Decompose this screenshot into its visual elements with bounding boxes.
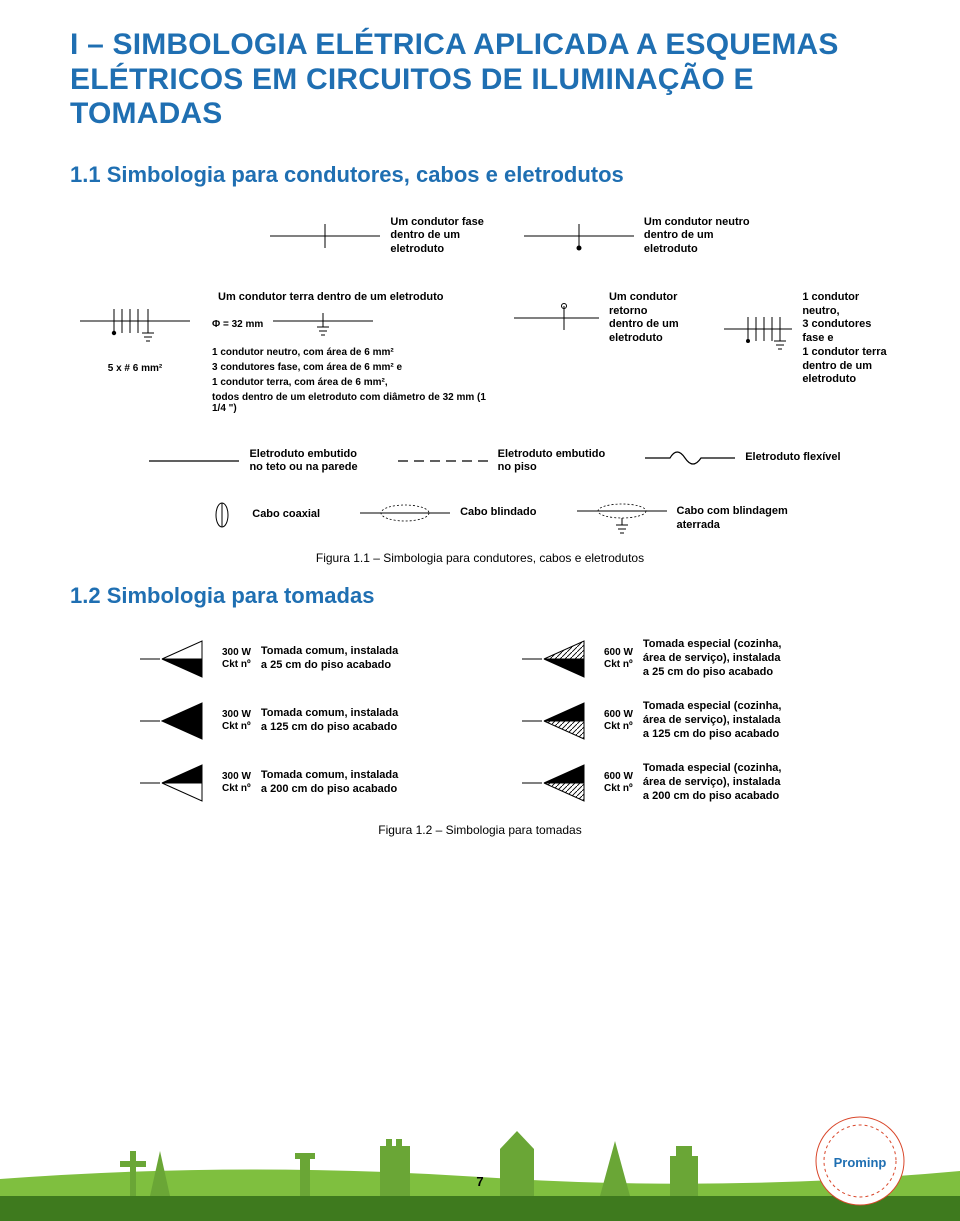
tomada-right-desc: Tomada especial (cozinha, área de serviç… [643, 638, 782, 679]
tomada-symbol-special-icon [522, 761, 594, 805]
symbol-cabo-coaxial-icon [202, 501, 242, 529]
tomada-symbol-icon [140, 699, 212, 743]
tomada-right-desc: Tomada especial (cozinha, área de serviç… [643, 762, 782, 803]
symbol-condutor-retorno-icon [514, 302, 599, 334]
b-line4: todos dentro de um eletroduto com diâmet… [212, 392, 492, 414]
page: I – SIMBOLOGIA ELÉTRICA APLICADA A ESQUE… [0, 0, 960, 1221]
footer-skyline-icon: Prominp [0, 1101, 960, 1221]
symbol-condutor-fase-icon [270, 220, 380, 252]
desc-cabo-coaxial: Cabo coaxial [252, 508, 320, 522]
symbol-eletroduto-flex-icon [645, 448, 735, 468]
item-condutor-neutro: Um condutor neutro dentro de um eletrodu… [524, 216, 750, 257]
b-line2: 3 condutores fase, com área de 6 mm² e [212, 362, 492, 373]
label-phi: Φ = 32 mm [212, 319, 263, 330]
tomada-row: 300 WCkt nº Tomada comum, instalada a 20… [70, 761, 890, 805]
page-title: I – SIMBOLOGIA ELÉTRICA APLICADA A ESQUE… [70, 28, 890, 132]
tomada-left-desc: Tomada comum, instalada a 25 cm do piso … [261, 645, 398, 673]
section-1-1-heading: 1.1 Simbologia para condutores, cabos e … [70, 162, 890, 188]
desc-condutor-fase: Um condutor fase dentro de um eletroduto [390, 216, 484, 257]
symbol-cabo-blindado-icon [360, 501, 450, 525]
item-cabo-coaxial: Cabo coaxial [202, 501, 320, 529]
desc-condutor-retorno: Um condutor retorno dentro de um eletrod… [609, 291, 702, 346]
col-phi-text: Um condutor terra dentro de um eletrodut… [212, 291, 492, 414]
symbol-eletroduto-teto-icon [149, 453, 239, 469]
b-line1: 1 condutor neutro, com área de 6 mm² [212, 347, 492, 358]
symbol-multi-condutor-icon [80, 291, 190, 361]
tomada-left-desc: Tomada comum, instalada a 125 cm do piso… [261, 707, 398, 735]
tomada-symbol-icon [140, 637, 212, 681]
symbol-condutor-combined-icon [724, 309, 792, 369]
item-cabo-blindagem-aterrada: Cabo com blindagem aterrada [577, 501, 788, 537]
tomada-right-desc: Tomada especial (cozinha, área de serviç… [643, 700, 782, 741]
tomada-symbol-icon [140, 761, 212, 805]
row-c: Eletroduto embutido no teto ou na parede… [70, 448, 890, 476]
item-cabo-blindado: Cabo blindado [360, 501, 536, 525]
tomada-right-label: 600 WCkt nº [604, 647, 633, 671]
symbol-condutor-terra-icon [273, 313, 373, 337]
section-1-2-heading: 1.2 Simbologia para tomadas [70, 583, 890, 609]
row-a: Um condutor fase dentro de um eletroduto… [70, 216, 890, 257]
item-composite-left: 5 x # 6 mm² [80, 291, 190, 374]
desc-condutor-combined: 1 condutor neutro, 3 condutores fase e 1… [802, 291, 890, 387]
symbol-cabo-blindagem-aterrada-icon [577, 501, 667, 537]
desc-eletroduto-flex: Eletroduto flexível [745, 451, 840, 465]
desc-eletroduto-teto: Eletroduto embutido no teto ou na parede [249, 448, 357, 476]
figure-1-2-caption: Figura 1.2 – Simbologia para tomadas [70, 823, 890, 837]
svg-text:Prominp: Prominp [834, 1155, 887, 1170]
tomada-symbol-special-icon [522, 699, 594, 743]
tomada-left: 300 WCkt nº Tomada comum, instalada a 12… [140, 699, 508, 743]
desc-cabo-blindagem-aterrada: Cabo com blindagem aterrada [677, 505, 788, 533]
item-eletroduto-flex: Eletroduto flexível [645, 448, 840, 468]
tomada-left: 300 WCkt nº Tomada comum, instalada a 25… [140, 637, 508, 681]
symbol-condutor-neutro-icon [524, 220, 634, 252]
figure-1-1-caption: Figura 1.1 – Simbologia para condutores,… [70, 551, 890, 565]
tomada-symbol-special-icon [522, 637, 594, 681]
desc-eletroduto-piso: Eletroduto embutido no piso [498, 448, 606, 476]
tomada-rows-container: 300 WCkt nº Tomada comum, instalada a 25… [70, 637, 890, 805]
tomada-left-label: 300 WCkt nº [222, 771, 251, 795]
tomada-left-label: 300 WCkt nº [222, 647, 251, 671]
tomada-left-desc: Tomada comum, instalada a 200 cm do piso… [261, 769, 398, 797]
label-5x6mm: 5 x # 6 mm² [108, 363, 162, 374]
tomada-right-label: 600 WCkt nº [604, 709, 633, 733]
tomada-left: 300 WCkt nº Tomada comum, instalada a 20… [140, 761, 508, 805]
tomada-right-label: 600 WCkt nº [604, 771, 633, 795]
row-d: Cabo coaxial Cabo blindado Cabo com blin… [70, 501, 890, 537]
item-eletroduto-piso: Eletroduto embutido no piso [398, 448, 606, 476]
tomada-row: 300 WCkt nº Tomada comum, instalada a 12… [70, 699, 890, 743]
symbol-eletroduto-piso-icon [398, 453, 488, 469]
tomada-right: 600 WCkt nº Tomada especial (cozinha, ár… [522, 637, 890, 681]
b-line3: 1 condutor terra, com área de 6 mm², [212, 377, 492, 388]
page-number: 7 [0, 1174, 960, 1189]
row-b: 5 x # 6 mm² Um condutor terra dentro de … [70, 291, 890, 414]
desc-condutor-neutro: Um condutor neutro dentro de um eletrodu… [644, 216, 750, 257]
item-condutor-retorno: Um condutor retorno dentro de um eletrod… [514, 291, 702, 346]
tomada-row: 300 WCkt nº Tomada comum, instalada a 25… [70, 637, 890, 681]
item-condutor-combined: 1 condutor neutro, 3 condutores fase e 1… [724, 291, 890, 387]
desc-condutor-terra: Um condutor terra dentro de um eletrodut… [218, 291, 444, 305]
item-condutor-fase: Um condutor fase dentro de um eletroduto [270, 216, 484, 257]
tomada-left-label: 300 WCkt nº [222, 709, 251, 733]
item-eletroduto-teto: Eletroduto embutido no teto ou na parede [149, 448, 357, 476]
tomada-right: 600 WCkt nº Tomada especial (cozinha, ár… [522, 761, 890, 805]
desc-cabo-blindado: Cabo blindado [460, 506, 536, 520]
tomada-right: 600 WCkt nº Tomada especial (cozinha, ár… [522, 699, 890, 743]
